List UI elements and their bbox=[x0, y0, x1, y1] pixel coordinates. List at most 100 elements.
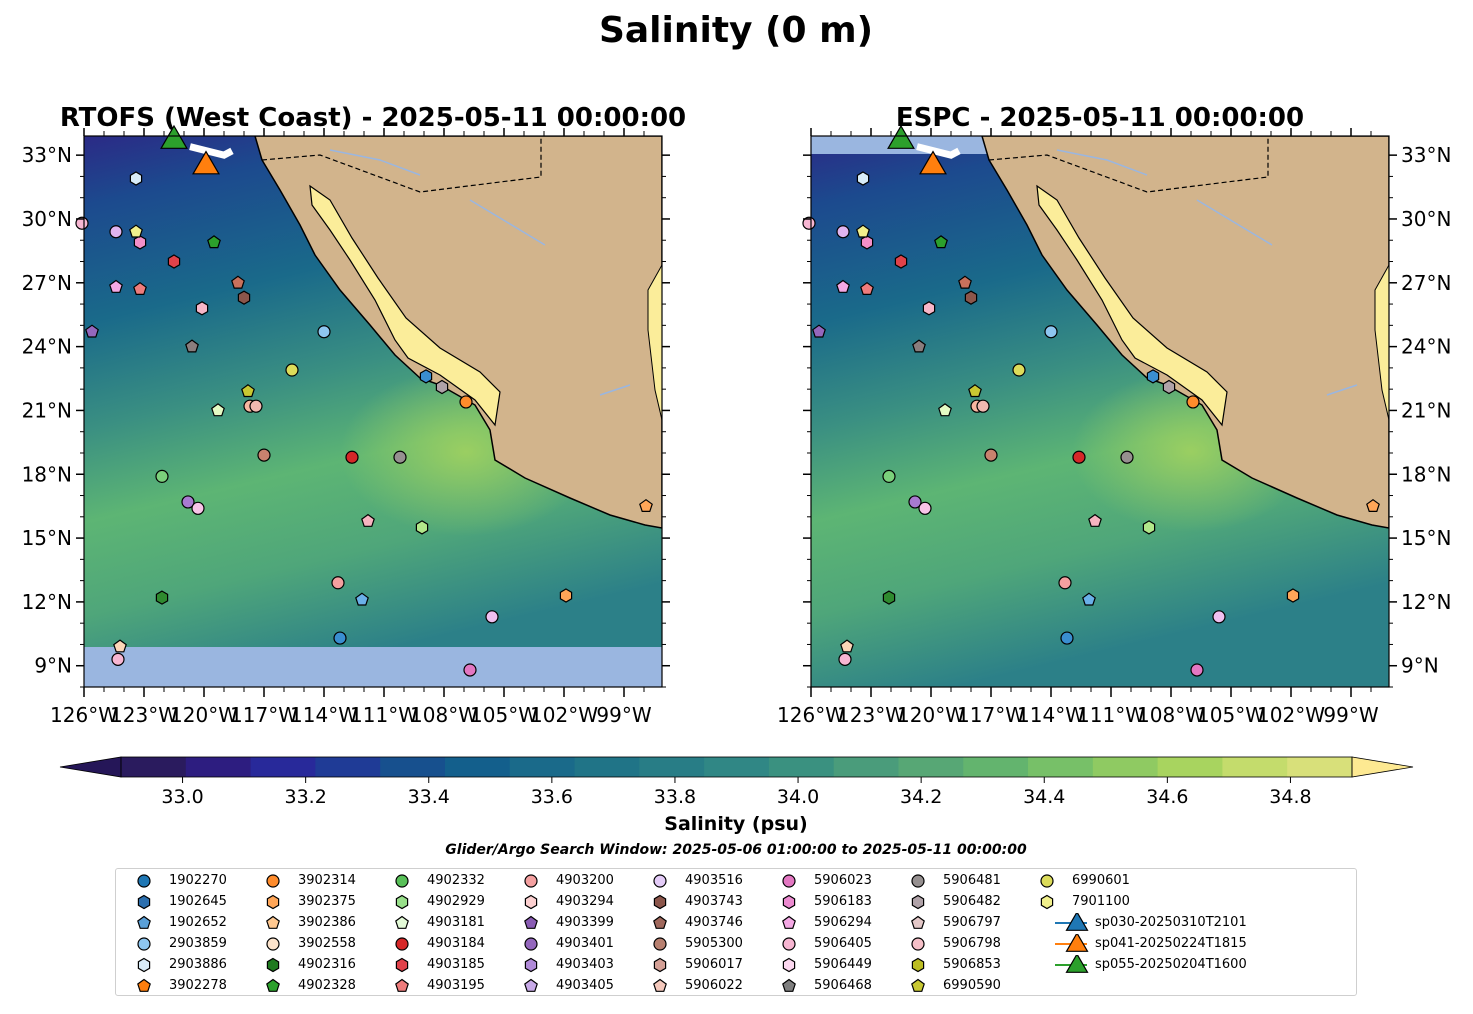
float-marker bbox=[836, 225, 850, 239]
legend-swatch bbox=[782, 874, 796, 888]
legend-label: 4903294 bbox=[556, 894, 614, 909]
float-marker bbox=[331, 576, 345, 590]
legend-marker bbox=[395, 874, 409, 888]
legend-label: 4903399 bbox=[556, 915, 614, 930]
y-tick-label: 9°N bbox=[34, 654, 72, 678]
legend-label: 7901100 bbox=[1072, 894, 1130, 909]
float-marker bbox=[85, 324, 99, 338]
x-axis-ticks-rtofs: 126°W123°W120°W117°W114°W111°W108°W105°W… bbox=[50, 128, 652, 727]
float-marker bbox=[1044, 325, 1058, 339]
float-marker bbox=[109, 225, 123, 239]
colorbar-segment bbox=[444, 757, 511, 777]
colorbar-tick-label: 34.8 bbox=[1269, 786, 1311, 808]
float-marker bbox=[968, 384, 982, 398]
legend-swatch bbox=[653, 894, 667, 910]
legend-marker bbox=[1065, 934, 1089, 952]
legend-marker bbox=[653, 957, 667, 973]
legend-swatch bbox=[395, 957, 409, 973]
float-marker bbox=[207, 235, 221, 249]
legend-marker bbox=[911, 937, 925, 951]
y-tick-label: 33°N bbox=[1401, 143, 1451, 167]
legend-marker bbox=[782, 957, 796, 973]
legend-marker bbox=[653, 937, 667, 951]
float-marker bbox=[459, 395, 473, 409]
float-marker bbox=[559, 588, 573, 603]
legend-label: 3902314 bbox=[298, 873, 356, 888]
y-tick-label: 18°N bbox=[1401, 462, 1451, 486]
float-marker bbox=[155, 469, 169, 483]
colorbar-tick-label: 33.4 bbox=[408, 786, 450, 808]
legend-marker bbox=[137, 937, 151, 951]
x-tick-label: 117°W bbox=[230, 703, 298, 727]
x-tick-label: 108°W bbox=[1137, 703, 1205, 727]
legend-marker bbox=[782, 915, 796, 929]
colorbar-segment bbox=[121, 757, 187, 777]
panel-title-espc: ESPC - 2025-05-11 00:00:00 bbox=[896, 103, 1304, 133]
legend-marker bbox=[653, 894, 667, 910]
no-data-band bbox=[84, 647, 662, 687]
map-panel-rtofs: RTOFS (West Coast) - 2025-05-11 00:00:00… bbox=[22, 103, 687, 727]
legend-swatch bbox=[911, 978, 925, 992]
float-marker bbox=[167, 254, 181, 269]
legend-label: 5906797 bbox=[943, 915, 1001, 930]
y-tick-label: 12°N bbox=[1401, 590, 1451, 614]
y-tick-label: 21°N bbox=[22, 398, 72, 422]
legend-label: 6990601 bbox=[1072, 873, 1130, 888]
legend-label: 4903403 bbox=[556, 957, 614, 972]
float-marker bbox=[856, 224, 870, 238]
float-marker bbox=[1120, 450, 1134, 464]
float-marker bbox=[185, 339, 199, 353]
legend-swatch bbox=[1055, 934, 1089, 952]
colorbar-ticks: 33.0 33.2 33.4 33.6 33.8 34.0 34.2 34.4 34.6 34.8 bbox=[161, 777, 1312, 808]
legend-label: 1902652 bbox=[169, 915, 227, 930]
legend-marker bbox=[266, 894, 280, 910]
float-marker bbox=[1146, 369, 1160, 384]
legend-label: 5906022 bbox=[685, 978, 743, 993]
float-marker bbox=[361, 513, 375, 527]
legend-label: sp030-20250310T2101 bbox=[1095, 915, 1247, 930]
float-markers-espc bbox=[802, 171, 1380, 677]
float-marker bbox=[838, 652, 852, 666]
colorbar-segment bbox=[380, 757, 446, 777]
float-marker bbox=[113, 639, 127, 653]
float-markers-rtofs bbox=[75, 171, 653, 677]
colorbar-segment bbox=[250, 757, 316, 777]
x-tick-label: 99°W bbox=[1323, 703, 1378, 727]
float-marker bbox=[840, 639, 854, 653]
legend-swatch bbox=[1040, 874, 1054, 888]
legend-swatch bbox=[911, 957, 925, 973]
legend-label: sp055-20250204T1600 bbox=[1095, 957, 1247, 972]
legend-label: 5906449 bbox=[814, 957, 872, 972]
float-marker bbox=[1058, 576, 1072, 590]
y-tick-label: 15°N bbox=[1401, 526, 1451, 550]
legend-marker bbox=[137, 874, 151, 888]
float-marker bbox=[129, 224, 143, 238]
legend-marker bbox=[782, 978, 796, 992]
colorbar-tick-label: 33.2 bbox=[284, 786, 326, 808]
legend-swatch bbox=[395, 978, 409, 992]
float-marker bbox=[802, 216, 816, 230]
legend-label: 1902270 bbox=[169, 873, 227, 888]
legend-swatch bbox=[911, 915, 925, 929]
float-marker bbox=[155, 590, 169, 605]
float-marker bbox=[1060, 631, 1074, 645]
colorbar-segment bbox=[315, 757, 381, 777]
legend-label: 1902645 bbox=[169, 894, 227, 909]
x-tick-label: 120°W bbox=[897, 703, 965, 727]
search-window-caption: Glider/Argo Search Window: 2025-05-06 01… bbox=[445, 842, 1027, 858]
float-marker bbox=[285, 363, 299, 377]
legend-label: 4903405 bbox=[556, 978, 614, 993]
colorbar-tick-label: 34.0 bbox=[777, 786, 819, 808]
legend-marker bbox=[266, 874, 280, 888]
gulf-of-california bbox=[1036, 184, 1228, 427]
legend-swatch bbox=[266, 915, 280, 929]
legend-marker bbox=[782, 894, 796, 910]
float-marker bbox=[211, 403, 225, 417]
legend-swatch bbox=[395, 874, 409, 888]
legend-marker bbox=[137, 978, 151, 992]
legend-marker bbox=[395, 937, 409, 951]
float-marker bbox=[419, 369, 433, 384]
colorbar-segment bbox=[833, 757, 900, 777]
float-marker bbox=[1212, 610, 1226, 624]
float-marker bbox=[894, 254, 908, 269]
